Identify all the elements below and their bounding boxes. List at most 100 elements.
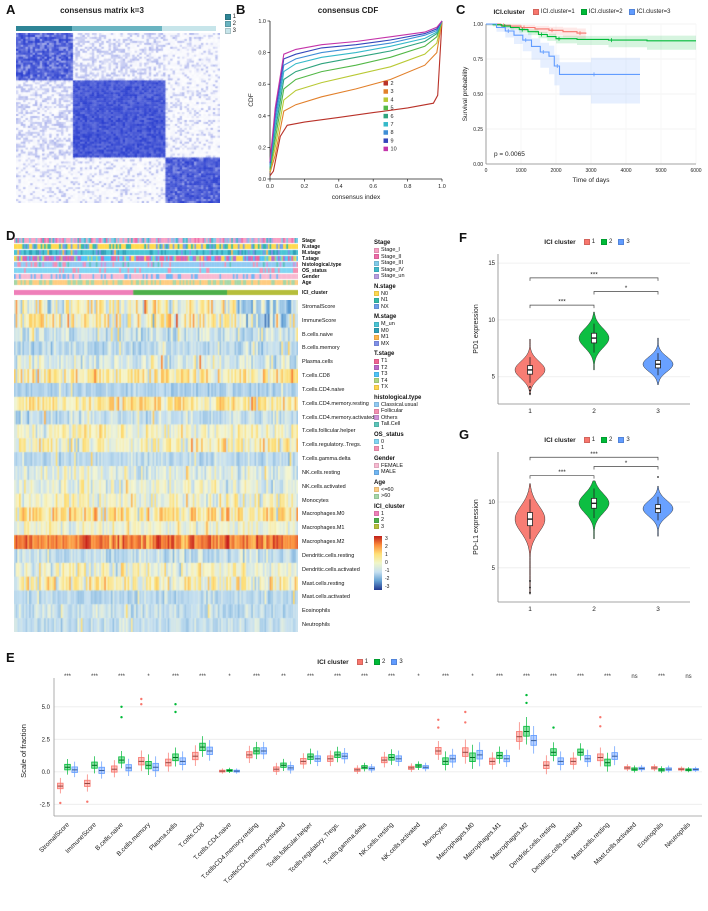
- path-shape: [539, 32, 544, 37]
- heatmap-legend-label: NX: [381, 303, 389, 310]
- circle-shape: [529, 591, 531, 594]
- heatmap-legend-item: MALE: [374, 469, 454, 476]
- rect-shape: [383, 138, 389, 143]
- heatmap-legend-label: Stage_un: [381, 273, 405, 279]
- heatmap-legend-title: Age: [374, 479, 386, 486]
- heatmap-legend-swatch: [374, 439, 379, 445]
- text-shape: CDF: [248, 93, 255, 106]
- text-shape: PD1 expression: [473, 304, 480, 354]
- significance-label: ***: [199, 674, 207, 680]
- legend-item: 3: [224, 28, 236, 34]
- rect-shape: [383, 97, 389, 102]
- legend-label: ICI.cluster=1: [540, 9, 575, 15]
- heatmap-legend-swatch: [374, 493, 379, 499]
- heatmap-row-label: Mast.cells.resting: [302, 580, 345, 587]
- text-shape: 0.00: [473, 162, 483, 168]
- text-shape: 8: [391, 130, 394, 136]
- heatmap-legend-item: M1: [374, 334, 454, 341]
- text-shape: 5: [492, 566, 496, 572]
- text-shape: 3000: [585, 168, 596, 174]
- legend-item: 1: [583, 239, 595, 245]
- text-shape: 2: [592, 606, 596, 613]
- heatmap-legend-item: FEMALE: [374, 463, 454, 470]
- circle-shape: [529, 586, 531, 589]
- path-shape: [269, 20, 443, 165]
- heatmap-legend-item: 1: [374, 511, 454, 518]
- text-shape: 0.0: [266, 184, 274, 190]
- text-shape: T.cells.CD8: [178, 821, 206, 849]
- pdl1-legend: ICI cluster 1 2 3: [468, 434, 706, 446]
- circle-shape: [174, 703, 177, 706]
- path-shape: [593, 466, 659, 470]
- text-shape: Tcells.follicular.helper: [266, 821, 315, 870]
- heatmap-legend-swatch: [374, 334, 379, 340]
- significance-label: ***: [388, 674, 396, 680]
- significance-label: *: [471, 674, 474, 680]
- circle-shape: [437, 718, 440, 721]
- legend-swatch: [618, 437, 625, 443]
- path-shape: [541, 50, 546, 54]
- heatmap-row-label: Macrophages.M2: [302, 539, 345, 546]
- circle-shape: [59, 801, 62, 805]
- circle-shape: [529, 392, 531, 395]
- heatmap-legend-swatch: [374, 304, 379, 310]
- text-shape: 0.0: [258, 177, 266, 183]
- path-shape: [578, 31, 582, 36]
- significance-label: ***: [550, 674, 558, 680]
- significance-label: ***: [91, 674, 99, 680]
- heatmap-legend-swatch: [374, 291, 379, 297]
- legend-item: ICI.cluster=2: [580, 9, 623, 15]
- legend-item: 3: [391, 659, 403, 665]
- text-shape: 2.5: [42, 737, 51, 743]
- heatmap-legend-label: 1: [381, 445, 385, 451]
- text-shape: 5: [492, 375, 496, 381]
- heatmap-legend-swatch: [374, 402, 379, 408]
- legend-label: ICI.cluster=2: [588, 9, 623, 15]
- legend-item: ICI.cluster=3: [628, 9, 671, 15]
- heatmap-legend-swatch: [374, 247, 379, 253]
- cluster-color-bar: [16, 26, 216, 31]
- colorbar-tick: -3: [385, 584, 390, 590]
- annotation-track-label: Gender: [302, 273, 320, 280]
- legend-label: 2: [232, 21, 236, 27]
- significance-label: ***: [172, 674, 180, 680]
- significance-label: ***: [523, 674, 531, 680]
- heatmap-legend-title: T.stage: [374, 351, 395, 357]
- text-shape: Scale of fraction: [19, 724, 28, 778]
- heatmap-row-label: Plasma.cells: [302, 359, 333, 366]
- text-shape: 0.8: [258, 51, 266, 57]
- path-shape: [609, 38, 614, 43]
- heatmap-legend-swatch: [374, 487, 379, 493]
- text-shape: 7: [391, 122, 394, 128]
- significance-bracket-label: *: [625, 460, 628, 467]
- text-shape: 10: [488, 500, 495, 506]
- annotation-track-label: ICI_cluster: [302, 289, 328, 296]
- consensus-matrix-heatmap: [16, 33, 220, 203]
- text-shape: 3: [656, 408, 660, 415]
- cluster-bar-segment: [16, 26, 72, 31]
- text-shape: 10: [391, 147, 397, 153]
- text-shape: Plasma.cells: [148, 821, 179, 852]
- cluster-bar-segment: [72, 26, 162, 31]
- heatmap-legend-title: histological.type: [374, 394, 422, 401]
- heatmap-legend-swatch: [374, 260, 379, 266]
- colorbar-tick: 0: [385, 560, 388, 566]
- p-value-text: p = 0.0065: [494, 151, 525, 158]
- annotation-track-label: Age: [302, 279, 312, 286]
- heatmap-legend-group: Age <=60 >60: [374, 480, 454, 500]
- heatmap-legend-label: Stage_III: [381, 260, 404, 266]
- text-shape: PD-L1 expression: [473, 499, 480, 555]
- heatmap-legend-swatch: [374, 408, 379, 414]
- heatmap-legend-label: Follicular: [381, 408, 404, 414]
- heatmap-row-label: NK.cells.activated: [302, 483, 346, 490]
- path-shape: [522, 25, 526, 30]
- heatmap-legend-label: Classical.usual: [381, 401, 418, 408]
- heatmap-legend-item: >60: [374, 493, 454, 500]
- legend-swatch: [224, 28, 231, 34]
- heatmap-legend-swatch: [374, 517, 379, 523]
- heatmap-legend-swatch: [374, 358, 379, 364]
- consensus-cdf-plot: 0.0 0.2 0.4 0.6 0.8 1.0 0.0 0.2 0.4 0.6 0.8 1.0 cons…: [248, 19, 446, 201]
- path-shape: [269, 20, 443, 170]
- heatmap-legend-group: T.stage T1 T2 T3 T4 TX: [374, 351, 454, 391]
